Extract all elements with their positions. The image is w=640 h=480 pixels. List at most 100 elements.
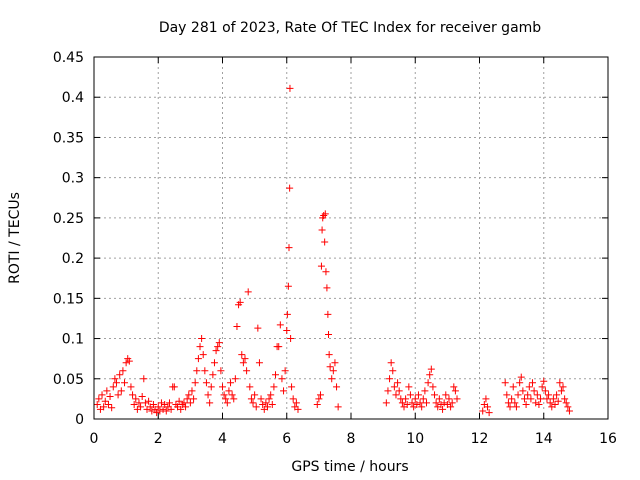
data-point [156,407,164,415]
data-point [196,343,204,351]
data-point [549,395,557,403]
data-point [431,391,439,399]
data-point [202,379,210,387]
data-point [100,403,108,411]
data-point [283,327,291,335]
data-point [186,399,194,407]
data-point [321,210,329,218]
data-point [252,403,260,411]
data-point [288,383,296,391]
data-point [230,395,238,403]
data-point [517,373,525,381]
y-tick-label: 0 [75,412,84,428]
grid [94,57,608,419]
y-tick-label: 0.45 [53,50,84,66]
data-point [188,387,196,395]
data-point [512,403,520,411]
data-point [165,399,173,407]
data-point [508,395,516,403]
data-point [484,403,492,411]
data-point [104,401,112,409]
y-tick-label: 0.25 [53,211,84,227]
data-point [215,339,223,347]
data-point [159,405,167,413]
data-point [106,392,114,400]
data-point [289,395,297,403]
data-point [450,383,458,391]
data-point [292,399,300,407]
plot-frame [93,56,609,420]
data-point [175,397,183,405]
data-point [154,403,162,411]
data-point [551,401,559,409]
data-point [506,403,514,411]
data-point [546,399,554,407]
data-point [325,331,333,339]
data-point [145,397,153,405]
data-point [556,379,564,387]
data-point [238,351,246,359]
data-point [316,391,324,399]
data-point [95,395,103,403]
data-point [111,375,119,383]
data-point [101,397,109,405]
data-point [138,392,146,400]
data-point [562,399,570,407]
data-point [116,371,124,379]
data-points [93,84,573,417]
data-point [294,405,302,413]
data-point [509,383,517,391]
data-point [384,387,392,395]
data-point [522,401,530,409]
data-point [222,395,230,403]
data-point [390,383,398,391]
data-point [406,391,414,399]
data-point [129,391,137,399]
data-point [554,397,562,405]
data-point [448,399,456,407]
data-point [439,405,447,413]
x-tick-label: 2 [154,431,163,447]
data-point [233,322,241,330]
data-point [185,391,193,399]
data-point [329,367,337,375]
data-point [565,407,573,415]
data-point [529,379,537,387]
data-point [281,367,289,375]
data-point [411,395,419,403]
data-point [426,371,434,379]
x-tick-label: 14 [535,431,553,447]
data-point [514,391,522,399]
data-point [541,387,549,395]
data-point [322,268,330,276]
data-point [511,399,519,407]
data-point [209,371,217,379]
data-point [324,310,332,318]
data-point [262,399,270,407]
data-point [538,383,546,391]
data-point [267,391,275,399]
data-point [424,379,432,387]
y-tick-label: 0.2 [62,251,84,267]
data-point [244,288,252,296]
data-point [447,403,455,411]
data-point [170,383,178,391]
data-point [445,395,453,403]
x-axis-label: GPS time / hours [291,459,408,475]
data-point [98,391,106,399]
x-tick-label: 16 [599,431,617,447]
data-point [108,404,116,412]
data-point [540,377,548,385]
data-point [326,363,334,371]
data-point [270,383,278,391]
data-point [317,262,325,270]
data-point [219,383,226,391]
data-point [217,367,225,375]
data-point [114,391,122,399]
data-point [228,391,236,399]
data-point [109,383,117,391]
data-point [132,395,140,403]
data-point [227,379,235,387]
data-point [408,399,416,407]
